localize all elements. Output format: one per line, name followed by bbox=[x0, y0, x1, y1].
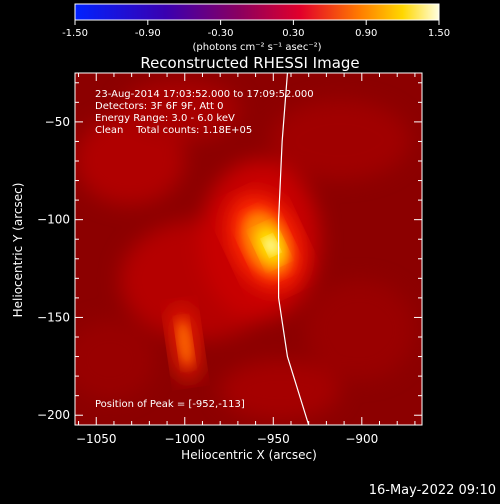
x-tick-label: −900 bbox=[345, 432, 378, 446]
x-axis-ticks: −1050 −1000 −950 −900 bbox=[76, 73, 416, 446]
info-line-2: Detectors: 3F 6F 9F, Att 0 bbox=[95, 101, 223, 112]
secondary-source bbox=[168, 305, 202, 381]
heatmap-image bbox=[75, 73, 422, 425]
colorbar-tick-label: -1.50 bbox=[62, 28, 88, 39]
plot-frame bbox=[74, 72, 423, 426]
info-annotation: 23-Aug-2014 17:03:52.000 to 17:09:52.000… bbox=[95, 89, 314, 136]
info-line-3: Energy Range: 3.0 - 6.0 keV bbox=[95, 113, 235, 124]
footer-timestamp: 16-May-2022 09:10 bbox=[369, 483, 496, 498]
colorbar-tick-label: -0.90 bbox=[135, 28, 161, 39]
x-tick-label: −950 bbox=[257, 432, 290, 446]
info-line-4: Clean Total counts: 1.18E+05 bbox=[95, 125, 252, 136]
info-line-1: 23-Aug-2014 17:03:52.000 to 17:09:52.000 bbox=[95, 89, 314, 100]
y-tick-label: −100 bbox=[37, 213, 70, 227]
colorbar-tick-label: 0.90 bbox=[355, 28, 377, 39]
x-axis-label: Heliocentric X (arcsec) bbox=[181, 448, 317, 462]
y-tick-label: −50 bbox=[45, 115, 70, 129]
colorbar-tick-label: 0.30 bbox=[282, 28, 304, 39]
colorbar-tick-label: 1.50 bbox=[428, 28, 450, 39]
colorbar bbox=[74, 3, 440, 21]
y-axis-ticks: −50 −100 −150 −200 bbox=[37, 82, 422, 422]
x-tick-label: −1050 bbox=[76, 432, 117, 446]
solar-limb-line bbox=[277, 73, 310, 425]
peak-label: Position of Peak = [-952,-113] bbox=[95, 399, 245, 410]
x-tick-label: −1000 bbox=[164, 432, 205, 446]
y-tick-label: −200 bbox=[37, 408, 70, 422]
y-axis-label: Heliocentric Y (arcsec) bbox=[11, 183, 25, 318]
colorbar-units: (photons cm⁻² s⁻¹ asec⁻²) bbox=[192, 42, 321, 53]
colorbar-ticks: -1.50 -0.90 -0.30 0.30 0.90 1.50 bbox=[62, 20, 450, 39]
chart-title: Reconstructed RHESSI Image bbox=[140, 54, 359, 72]
y-tick-label: −150 bbox=[37, 310, 70, 324]
colorbar-tick-label: -0.30 bbox=[208, 28, 234, 39]
